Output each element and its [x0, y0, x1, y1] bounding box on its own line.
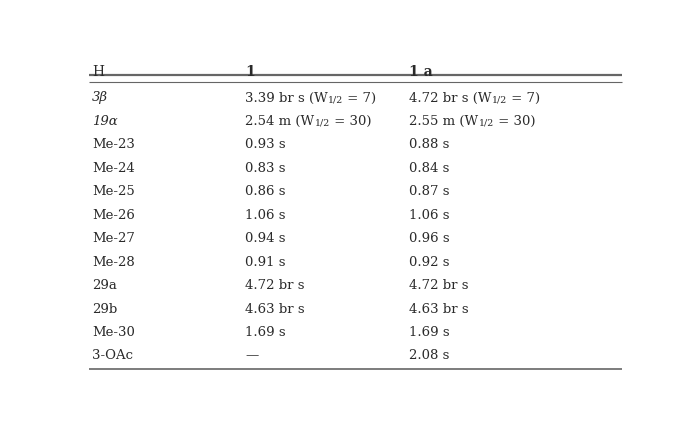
Text: Me-27: Me-27: [92, 232, 135, 245]
Text: 3-OAc: 3-OAc: [92, 349, 133, 363]
Text: Me-24: Me-24: [92, 162, 135, 175]
Text: 29b: 29b: [92, 302, 117, 316]
Text: Me-30: Me-30: [92, 326, 135, 339]
Text: 0.92 s: 0.92 s: [409, 255, 450, 269]
Text: = 30): = 30): [330, 115, 371, 128]
Text: = 30): = 30): [494, 115, 535, 128]
Text: 3β: 3β: [92, 91, 108, 104]
Text: 1/2: 1/2: [314, 119, 330, 128]
Text: 2.55 m (W: 2.55 m (W: [409, 115, 479, 128]
Text: 0.83 s: 0.83 s: [246, 162, 286, 175]
Text: Me-26: Me-26: [92, 209, 135, 222]
Text: 1/2: 1/2: [328, 95, 344, 104]
Text: 0.94 s: 0.94 s: [246, 232, 286, 245]
Text: Me-25: Me-25: [92, 185, 135, 198]
Text: 1/2: 1/2: [328, 91, 344, 101]
Text: 1 a: 1 a: [409, 66, 433, 80]
Text: —: —: [246, 349, 259, 363]
Text: 0.84 s: 0.84 s: [409, 162, 450, 175]
Text: 1/2: 1/2: [479, 115, 494, 124]
Text: H: H: [92, 66, 104, 80]
Text: 1/2: 1/2: [492, 91, 507, 101]
Text: 1.06 s: 1.06 s: [409, 209, 450, 222]
Text: 0.88 s: 0.88 s: [409, 138, 450, 151]
Text: 1/2: 1/2: [479, 119, 494, 128]
Text: = 7): = 7): [507, 91, 541, 104]
Text: 1.06 s: 1.06 s: [246, 209, 286, 222]
Text: 1/2: 1/2: [492, 95, 507, 104]
Text: 4.72 br s: 4.72 br s: [246, 279, 305, 292]
Text: 0.91 s: 0.91 s: [246, 255, 286, 269]
Text: 0.86 s: 0.86 s: [246, 185, 286, 198]
Text: 4.72 br s: 4.72 br s: [409, 279, 469, 292]
Text: 29a: 29a: [92, 279, 117, 292]
Text: 3.39 br s (W: 3.39 br s (W: [246, 91, 328, 104]
Text: 1/2: 1/2: [314, 115, 330, 124]
Text: 4.63 br s: 4.63 br s: [409, 302, 469, 316]
Text: 1.69 s: 1.69 s: [409, 326, 450, 339]
Text: 4.63 br s: 4.63 br s: [246, 302, 305, 316]
Text: 0.87 s: 0.87 s: [409, 185, 450, 198]
Text: 4.72 br s (W: 4.72 br s (W: [409, 91, 492, 104]
Text: Me-28: Me-28: [92, 255, 135, 269]
Text: = 7): = 7): [344, 91, 377, 104]
Text: 0.96 s: 0.96 s: [409, 232, 450, 245]
Text: Me-23: Me-23: [92, 138, 135, 151]
Text: 1: 1: [246, 66, 255, 80]
Text: 19α: 19α: [92, 115, 118, 128]
Text: 2.08 s: 2.08 s: [409, 349, 450, 363]
Text: 2.54 m (W: 2.54 m (W: [246, 115, 314, 128]
Text: 1.69 s: 1.69 s: [246, 326, 286, 339]
Text: 0.93 s: 0.93 s: [246, 138, 286, 151]
